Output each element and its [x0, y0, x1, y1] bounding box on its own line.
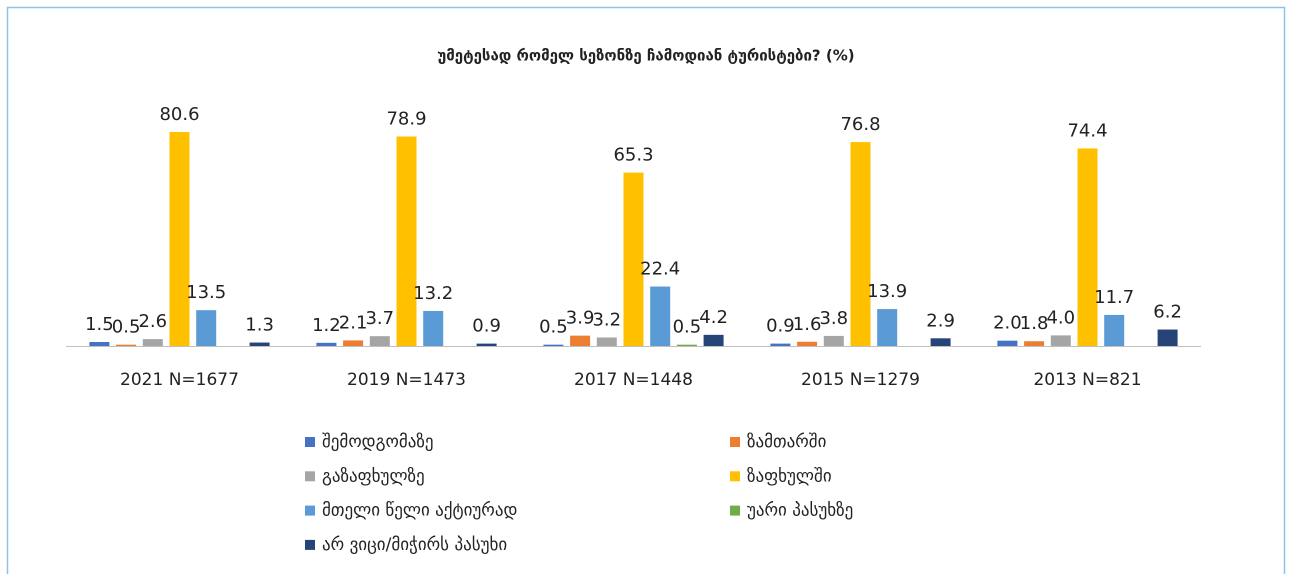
bar — [476, 343, 497, 346]
bar — [423, 310, 444, 346]
data-label: 3.8 — [819, 308, 848, 329]
bar — [169, 132, 190, 346]
bar — [343, 340, 364, 346]
bar — [676, 344, 697, 346]
data-label: 0.5 — [539, 317, 568, 338]
bar — [797, 341, 818, 346]
x-tick-label: 2017 N=1448 — [574, 370, 693, 390]
bar — [316, 342, 337, 346]
data-label: 0.5 — [112, 317, 141, 338]
legend-swatch — [305, 539, 315, 550]
data-label: 2.0 — [993, 313, 1022, 334]
bar — [543, 344, 564, 346]
legend-swatch — [305, 437, 315, 447]
frame — [6, 6, 1286, 574]
data-label: 2.1 — [339, 312, 368, 333]
data-label: 3.2 — [592, 310, 621, 331]
data-label: 3.7 — [365, 308, 394, 329]
legend-label: შემოდგომაზე — [322, 432, 433, 452]
bar — [396, 136, 417, 346]
data-label: 0.9 — [766, 316, 795, 337]
data-label: 78.9 — [386, 109, 426, 130]
data-label: 22.4 — [640, 259, 680, 280]
bar — [877, 309, 898, 346]
bar — [596, 337, 617, 346]
bar — [770, 343, 791, 346]
data-label: 1.5 — [85, 314, 114, 335]
bar — [1104, 314, 1125, 346]
bar — [196, 310, 217, 346]
data-label: 13.9 — [867, 281, 907, 302]
data-label: 4.0 — [1046, 307, 1075, 328]
legend-swatch — [305, 471, 315, 482]
x-tick-label: 2015 N=1279 — [801, 370, 920, 390]
data-label: 1.2 — [312, 315, 341, 336]
bar — [930, 338, 951, 346]
data-label: 13.2 — [413, 283, 453, 304]
data-label: 1.3 — [245, 315, 274, 336]
data-label: 65.3 — [613, 145, 653, 166]
data-label: 4.2 — [699, 307, 728, 328]
bar — [1077, 148, 1098, 346]
chart-title: უმეტესად რომელ სეზონზე ჩამოდიან ტურისტებ… — [437, 47, 854, 65]
legend-label: მთელი წელი აქტიურად — [322, 501, 517, 521]
bar — [1157, 329, 1178, 346]
data-label: 1.6 — [793, 314, 822, 335]
data-label: 6.2 — [1153, 302, 1182, 323]
bar — [570, 335, 591, 346]
x-tick-label: 2019 N=1473 — [347, 370, 466, 390]
legend-label: არ ვიცი/მიჭირს პასუხი — [322, 535, 507, 555]
data-label: 13.5 — [186, 282, 226, 303]
bar — [89, 342, 110, 346]
bar — [116, 344, 137, 346]
x-tick-label: 2021 N=1677 — [120, 370, 239, 390]
legend-swatch — [730, 437, 740, 447]
bar — [823, 335, 844, 346]
bar — [249, 342, 270, 346]
data-label: 11.7 — [1094, 287, 1134, 308]
legend-label: უარი პასუხზე — [747, 501, 853, 521]
data-label: 1.8 — [1020, 313, 1049, 334]
bar — [997, 340, 1018, 346]
data-label: 2.6 — [138, 311, 167, 332]
legend-swatch — [730, 471, 740, 482]
legend-swatch — [305, 505, 315, 516]
bar — [703, 334, 724, 346]
bar — [850, 142, 871, 346]
legend-label: გაზაფხულზე — [322, 466, 425, 486]
bar — [623, 172, 644, 346]
x-tick-label: 2013 N=821 — [1033, 370, 1141, 390]
bar — [1050, 335, 1071, 346]
bar — [650, 286, 671, 346]
legend-label: ზამთარში — [747, 432, 826, 452]
bar — [142, 339, 163, 346]
data-label: 2.9 — [926, 310, 955, 331]
data-label: 0.9 — [472, 316, 501, 337]
data-label: 76.8 — [840, 114, 880, 135]
legend-label: ზაფხულში — [747, 466, 832, 486]
data-label: 3.9 — [566, 308, 595, 329]
legend-swatch — [730, 505, 740, 516]
bar — [369, 336, 390, 346]
data-label: 74.4 — [1067, 120, 1107, 141]
data-label: 80.6 — [159, 104, 199, 125]
bar — [1024, 341, 1045, 346]
data-label: 0.5 — [673, 317, 702, 338]
